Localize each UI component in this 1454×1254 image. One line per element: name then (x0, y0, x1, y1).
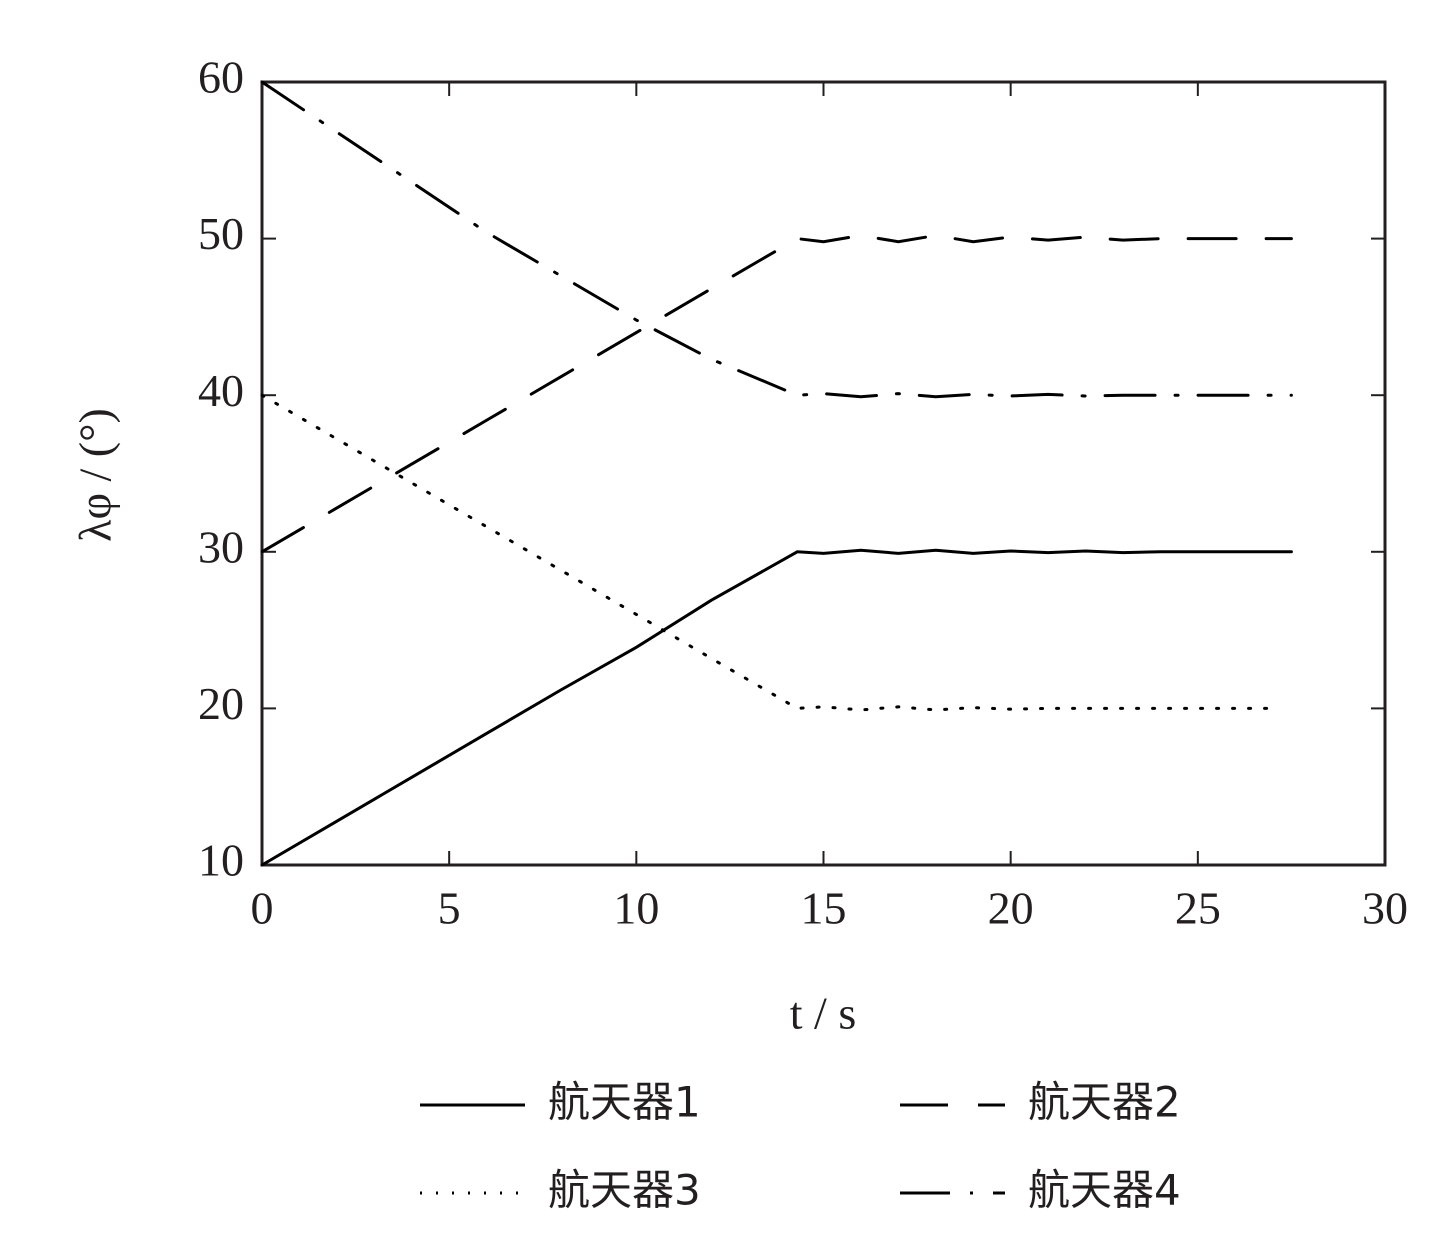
y-tick-label: 20 (198, 678, 244, 729)
x-tick-label: 30 (1362, 883, 1408, 934)
y-tick-label: 10 (198, 835, 244, 886)
legend-label: 航天器3 (548, 1166, 701, 1215)
legend-label: 航天器1 (548, 1078, 701, 1127)
y-tick-label: 60 (198, 52, 244, 103)
x-tick-label: 25 (1175, 883, 1221, 934)
y-tick-label: 30 (198, 521, 244, 572)
x-axis-label: t / s (790, 988, 856, 1039)
y-tick-label: 50 (198, 208, 244, 259)
x-tick-label: 10 (613, 883, 659, 934)
series-line (260, 393, 1275, 712)
y-tick-label: 40 (198, 365, 244, 416)
x-tick-label: 0 (251, 883, 274, 934)
series-line (260, 548, 1293, 867)
legend-label: 航天器2 (1028, 1078, 1181, 1127)
series-line (260, 80, 1293, 399)
x-tick-label: 15 (801, 883, 847, 934)
series-line (260, 233, 1293, 554)
x-tick-label: 5 (438, 883, 461, 934)
y-axis-label: λφ / (°) (70, 408, 121, 542)
plot-frame (260, 80, 1387, 867)
legend-label: 航天器4 (1028, 1166, 1181, 1215)
x-tick-label: 20 (988, 883, 1034, 934)
